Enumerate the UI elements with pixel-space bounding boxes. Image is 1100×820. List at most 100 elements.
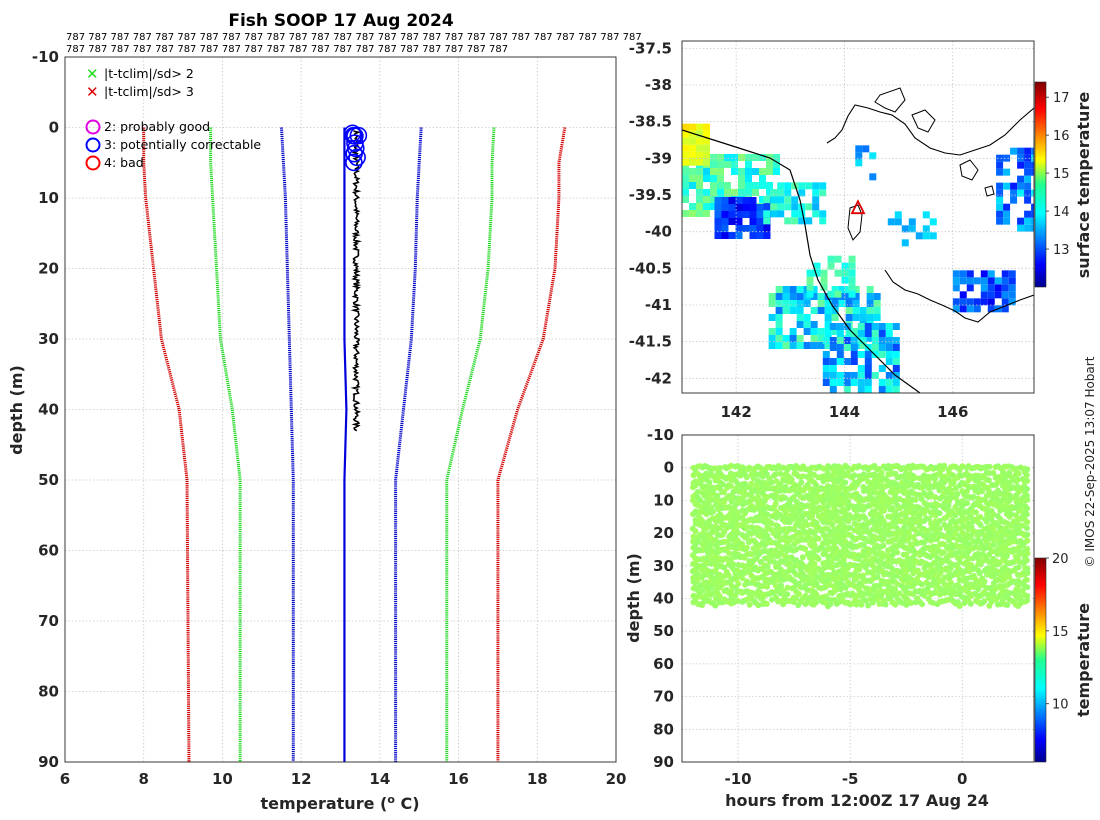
sst-cell (829, 386, 837, 393)
timeseries-point (892, 586, 899, 593)
sst-cell (831, 300, 839, 307)
timeseries-point (896, 590, 903, 597)
timeseries-point (855, 462, 862, 469)
timeseries-ytick-label: 40 (653, 590, 674, 608)
sst-cell (843, 344, 851, 351)
sst-cell (848, 255, 856, 263)
timeseries-point (880, 535, 887, 542)
sst-cell (721, 211, 729, 218)
sst-cell (922, 211, 930, 219)
timeseries-point (986, 463, 993, 470)
timeseries-point (692, 528, 699, 535)
sst-cell (857, 365, 865, 372)
timeseries-point (772, 582, 779, 589)
sst-cell (759, 168, 766, 175)
timeseries-point (1023, 472, 1030, 479)
profile-frame (64, 56, 617, 763)
sst-cell (735, 225, 743, 232)
sst-cell (721, 232, 729, 239)
flag-circle (346, 127, 364, 145)
timeseries-point (941, 462, 948, 469)
sst-cell (756, 211, 764, 218)
sst-cell (806, 283, 814, 291)
sst-cell (966, 277, 974, 285)
sst-cell (836, 344, 844, 351)
timeseries-point (804, 522, 811, 529)
sst-cell (987, 291, 995, 299)
timeseries-point (1008, 510, 1015, 517)
timeseries-ytick-label: 60 (653, 655, 674, 673)
sst-cell (996, 154, 1004, 162)
sst-cell (892, 386, 900, 393)
sst-cell (784, 196, 792, 204)
timeseries-point (990, 469, 997, 476)
sst-cell (682, 168, 689, 175)
timeseries-point (743, 544, 750, 551)
timeseries-point (775, 531, 782, 538)
timeseries-point (940, 549, 947, 556)
timeseries-point (829, 564, 836, 571)
sst-cell (724, 161, 731, 168)
timeseries-point (972, 575, 979, 582)
sst-cell (810, 328, 818, 335)
sst-cell (885, 379, 893, 386)
sst-cell (1010, 182, 1018, 190)
sst-cell (717, 175, 724, 182)
profile-panel: 6 8 10 12 14 16 18 20 -10 0 10 20 30 40 50 60 70 80 90 tem… (7, 48, 626, 813)
timeseries-point (963, 580, 970, 587)
sst-cell (843, 372, 851, 379)
timeseries-point (717, 511, 724, 518)
temperature-colorbar-tick-label: 10 (1052, 698, 1069, 713)
sst-cell (824, 328, 832, 335)
profile-xtick-label: 8 (138, 770, 148, 788)
legend-flag-good: 2: probably good (104, 119, 210, 134)
timeseries-point (743, 474, 750, 481)
sst-cell (987, 284, 995, 292)
timeseries-point (936, 525, 943, 532)
sst-cell (782, 342, 790, 349)
sst-cell (689, 137, 696, 145)
timeseries-point (1024, 505, 1031, 512)
timeseries-point (781, 487, 788, 494)
timeseries-point (985, 477, 992, 484)
sst-cell (980, 291, 988, 299)
map-xtick-label: 144 (829, 403, 860, 421)
sst-cell (1031, 147, 1034, 155)
timeseries-point (716, 593, 723, 600)
sst-cell (1024, 161, 1032, 169)
sst-cell (952, 270, 960, 278)
timeseries-point (815, 535, 822, 542)
timeseries-point (956, 602, 963, 609)
sst-cell (843, 358, 851, 365)
profile-xtick-label: 20 (606, 770, 627, 788)
timeseries-point (806, 575, 813, 582)
sst-cell (820, 283, 828, 291)
sst-cell (831, 286, 839, 293)
sst-cell (775, 286, 783, 293)
timeseries-point (894, 549, 901, 556)
timeseries-point (815, 556, 822, 563)
sst-cell (756, 204, 764, 211)
temperature-colorbar-tick-label: 15 (1052, 625, 1069, 640)
sst-cell (724, 182, 731, 189)
sst-cell (763, 196, 771, 204)
sst-cell (973, 298, 981, 306)
timeseries-ytick-label: 20 (653, 524, 674, 542)
sst-cell (696, 137, 703, 145)
sst-cell (759, 182, 766, 189)
sst-cell (850, 379, 858, 386)
timeseries-point (727, 483, 734, 490)
timeseries-point (695, 538, 702, 545)
sst-cell (859, 307, 867, 314)
sst-cell (791, 203, 799, 211)
sst-cell (866, 314, 874, 321)
timeseries-point (784, 591, 791, 598)
sst-cell (775, 328, 783, 335)
sst-cell (850, 351, 858, 358)
sst-cell (836, 323, 844, 330)
sst-cell (831, 307, 839, 314)
sst-cell (994, 291, 1002, 299)
timeseries-point (991, 541, 998, 548)
sst-cell (892, 344, 900, 351)
timeseries-point (866, 491, 873, 498)
